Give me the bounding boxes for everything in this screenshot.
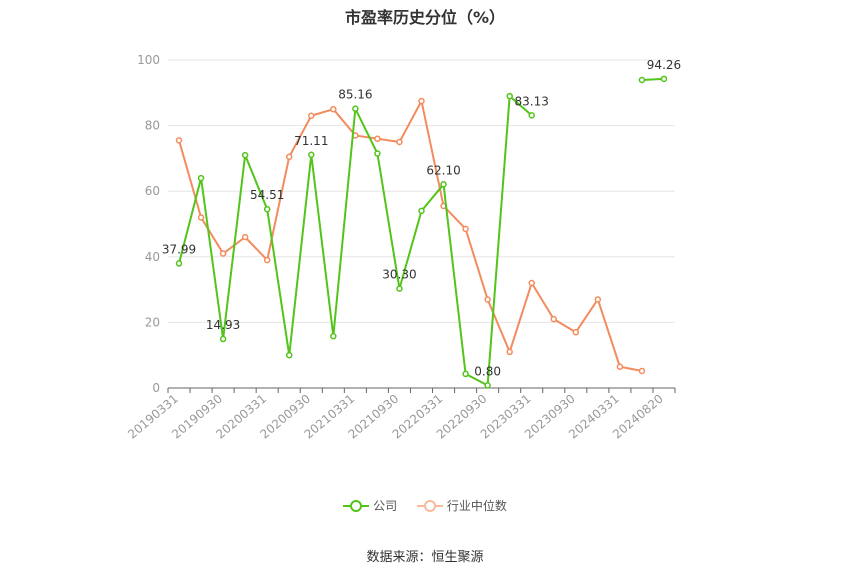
industry-median-point [484, 296, 491, 303]
industry-median-point [638, 367, 646, 375]
legend-item-company[interactable]: 公司 [343, 497, 397, 514]
industry-median-point [308, 112, 315, 120]
data-source-note: 数据来源：恒生聚源 [366, 550, 484, 565]
industry-median-point [374, 135, 381, 142]
company-point [418, 207, 425, 215]
company-point [308, 151, 315, 159]
company-point [506, 92, 513, 100]
industry-median-point [396, 138, 403, 146]
company-data-label: 37.99 [162, 242, 196, 256]
company-point [396, 285, 403, 292]
legend-item-industry[interactable]: 行业中位数 [416, 497, 507, 514]
company-point [660, 75, 668, 83]
company-point [638, 76, 646, 84]
company-point [352, 105, 359, 112]
industry-median-point [418, 97, 425, 105]
company-point [241, 151, 249, 159]
company-point [263, 205, 271, 213]
y-tick-label: 40 [145, 250, 160, 264]
industry-median-point [285, 153, 293, 161]
company-data-label: 85.16 [338, 88, 372, 102]
industry-median-point [462, 225, 469, 233]
legend-industry-icon [416, 499, 443, 512]
y-tick-label: 0 [152, 381, 160, 395]
company-data-label: 0.80 [474, 364, 501, 378]
chart-title: 市盈率历史分位（%） [344, 8, 506, 27]
industry-median-point [506, 348, 513, 356]
industry-median-point [263, 256, 271, 264]
y-tick-label: 60 [145, 184, 160, 198]
grid-lines [168, 59, 675, 323]
industry-median-point [550, 315, 558, 323]
company-data-label: 71.11 [294, 134, 328, 148]
legend-industry-label: 行业中位数 [446, 499, 507, 513]
axes: 0204060801002019033120190930202003312020… [125, 53, 676, 442]
industry-median-point [175, 137, 183, 144]
industry-median-point [241, 233, 249, 241]
legend: 公司 行业中位数 [0, 497, 850, 516]
company-data-label: 14.93 [206, 318, 240, 332]
company-point [484, 382, 491, 389]
company-data-label: 62.10 [426, 163, 460, 177]
legend-company-label: 公司 [373, 499, 398, 513]
y-tick-label: 80 [145, 119, 160, 133]
company-point [219, 335, 227, 343]
company-point [330, 332, 337, 340]
company-data-label: 30.30 [382, 268, 416, 282]
company-point [462, 370, 469, 378]
data-labels: 37.99 14.93 54.51 71.11 85.16 30.30 62.10 0.80 8… [162, 58, 681, 379]
company-line [641, 77, 665, 82]
industry-median-line [178, 100, 643, 372]
industry-median-point [330, 105, 337, 113]
company-point [528, 112, 535, 119]
y-tick-label: 20 [145, 315, 160, 329]
company-data-label: 54.51 [250, 188, 284, 202]
industry-median-point [197, 214, 205, 221]
company-point [175, 260, 183, 267]
series-lines [175, 75, 668, 389]
company-point [440, 181, 447, 188]
company-point [285, 351, 293, 359]
industry-median-point [594, 296, 602, 303]
legend-company-icon [343, 499, 370, 512]
company-point [197, 174, 205, 182]
industry-median-point [572, 328, 580, 336]
company-data-label: 94.26 [647, 58, 681, 72]
line-chart: 0204060801002019033120190930202003312020… [125, 53, 681, 442]
company-line [178, 95, 533, 387]
industry-median-point [616, 363, 624, 370]
industry-median-point [219, 250, 227, 257]
company-point [374, 150, 381, 157]
y-tick-label: 100 [137, 53, 160, 67]
industry-median-point [528, 279, 535, 287]
company-data-label: 83.13 [515, 94, 549, 108]
